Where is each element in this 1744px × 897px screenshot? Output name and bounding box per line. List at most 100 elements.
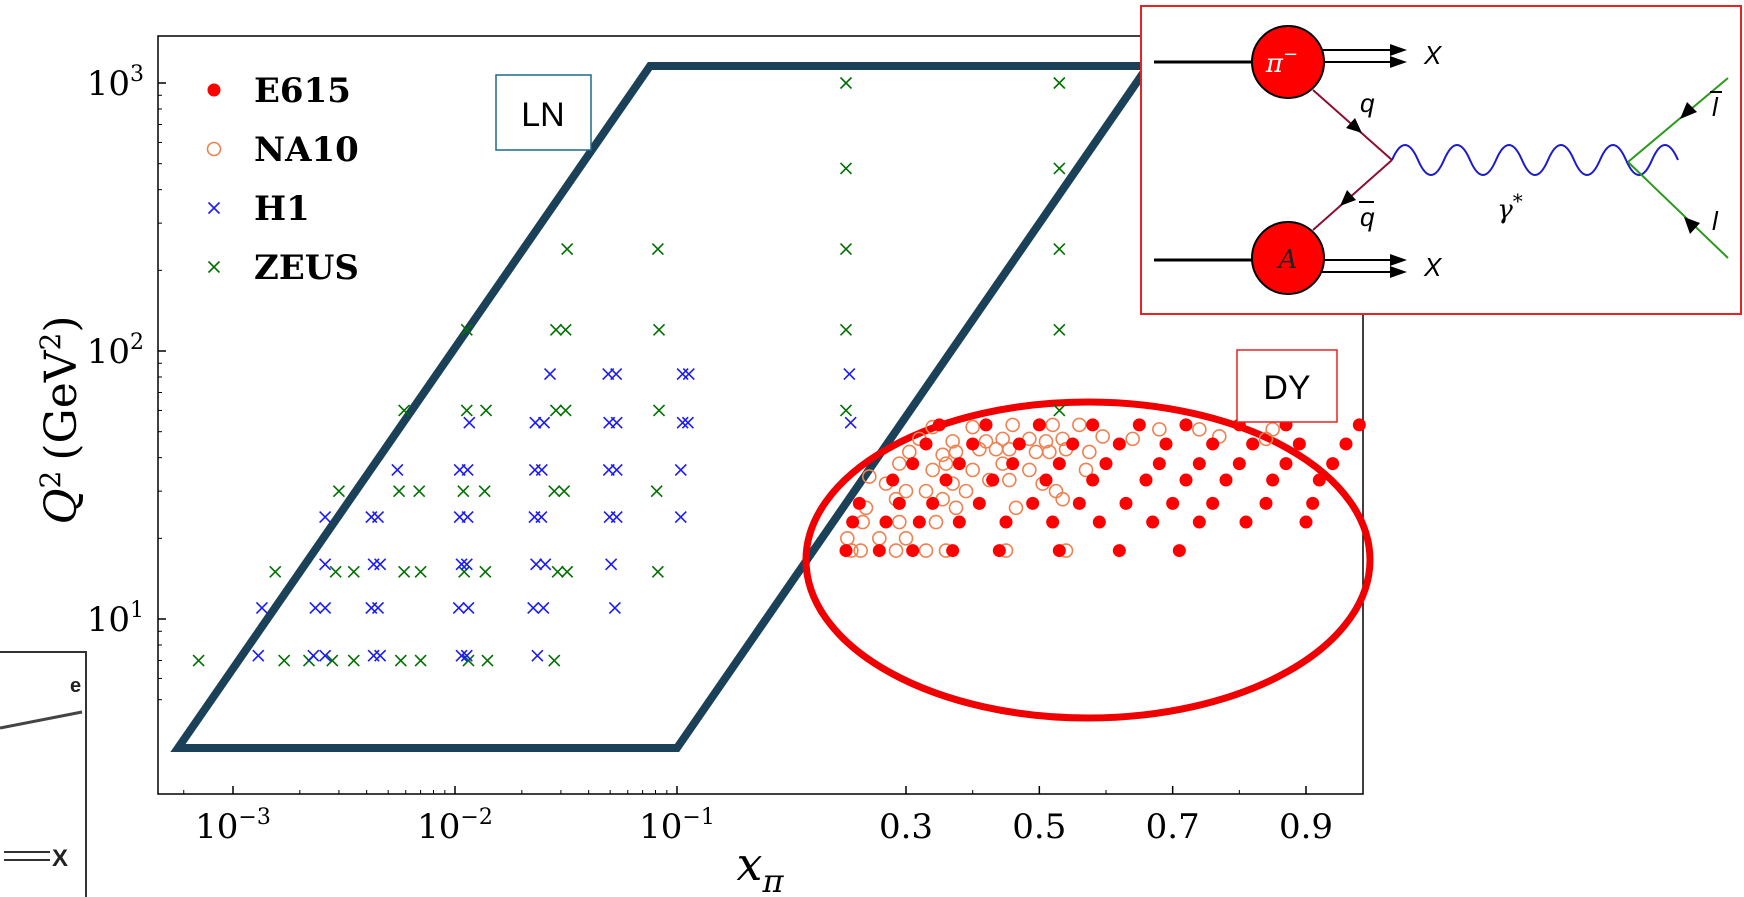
data-point-h1 [539,558,552,571]
data-point-e615 [992,544,1006,558]
data-point-zeus [192,654,205,667]
data-point-zeus [481,654,494,667]
data-point-e615 [1052,457,1066,471]
data-point-e615 [932,418,946,432]
data-point-e615 [892,496,906,510]
data-point-e615 [1146,515,1160,529]
data-point-e615 [999,515,1013,529]
data-point-e615 [939,473,953,487]
data-point-h1 [252,649,265,662]
ln-label-box: LN [495,74,592,151]
data-point-na10 [928,514,944,530]
x-top-label: X [1423,40,1443,70]
dy-label: DY [1263,369,1310,407]
photon-label-sup: * [1513,189,1523,213]
data-point-h1 [530,558,543,571]
data-point-na10 [945,434,960,449]
antilepton-label: l [1712,92,1719,122]
data-point-e615 [979,418,993,432]
data-point-zeus [561,565,574,578]
x-tick-label: 10−1 [639,805,715,847]
data-point-na10 [872,531,887,546]
data-point-na10 [1125,431,1140,447]
data-point-zeus [558,485,571,498]
data-point-e615 [1119,496,1133,510]
data-point-zeus [457,485,470,498]
axis-ticks [158,82,1307,794]
data-point-e615 [1092,515,1106,529]
data-point-zeus [478,485,491,498]
data-point-e615 [906,457,920,471]
data-point-zeus [332,485,345,498]
data-point-h1 [461,511,474,524]
x-axis-title-sub: π [761,862,784,897]
data-point-na10 [902,444,917,460]
data-point-zeus [394,654,407,667]
data-point-na10 [918,543,934,558]
legend-marker-h1 [207,201,221,215]
data-point-h1 [460,649,473,662]
nucleus-label: A [1277,245,1298,275]
data-point-zeus [651,243,664,256]
data-point-na10 [862,469,877,484]
lepton-label: l [1712,206,1719,236]
photon-label: γ* [1497,189,1523,225]
data-point-e615 [1132,418,1146,432]
y-tick-labels: 101 102 103 [87,62,144,640]
data-point-e615 [972,496,986,510]
data-point-na10 [958,483,974,499]
data-point-e615 [1339,437,1353,451]
data-point-zeus [479,565,492,578]
data-point-e615 [886,473,900,487]
data-point-e615 [1099,457,1113,471]
data-point-zeus [398,404,411,417]
y-axis-title-unit-open: (GeV [36,349,87,460]
data-point-zeus [839,323,853,336]
data-point-e615 [852,496,866,510]
data-point-h1 [371,511,385,524]
x-tick-label: 0.9 [1279,807,1333,847]
left-fragment-e-label: e [70,675,81,697]
data-point-e615 [1266,473,1280,487]
data-point-zeus [839,76,853,90]
data-point-h1 [535,511,548,524]
y-tick-label: 103 [87,62,144,104]
photon-line [1391,144,1679,176]
pion-label: π− [1265,44,1298,79]
x-tick-labels: 10−3 10−2 10−1 0.3 0.5 0.7 0.9 [195,805,1333,847]
data-point-e615 [1172,544,1186,558]
data-point-zeus [651,565,664,578]
data-point-zeus [559,323,572,336]
pion-blob [1251,25,1325,99]
data-point-e615 [1112,544,1126,558]
data-point-zeus [398,565,411,578]
y-axis-title-unit: (GeV2) [34,315,87,460]
y-tick-label: 101 [87,598,144,640]
x-tick-label: 0.3 [879,807,933,847]
legend: E615 NA10 H1 ZEUS [206,71,359,288]
data-point-h1 [367,558,380,571]
data-point-h1 [676,368,689,381]
data-point-e615 [1179,473,1193,487]
data-point-zeus [326,654,339,667]
data-point-h1 [682,368,695,381]
data-point-e615 [966,437,980,451]
data-point-na10 [1042,444,1057,460]
data-point-e615 [872,544,886,558]
data-point-na10 [995,431,1010,447]
data-point-h1 [610,416,623,429]
data-point-h1 [461,463,474,476]
data-point-e615 [1112,437,1126,451]
data-point-e615 [1352,418,1366,432]
data-point-h1 [371,601,385,614]
data-point-na10 [918,483,934,499]
data-point-zeus [460,323,473,336]
data-point-zeus [561,243,574,256]
data-point-e615 [1179,418,1193,432]
data-point-na10 [965,419,980,435]
ln-label: LN [521,96,564,134]
antiquark-label: q [1360,202,1375,232]
data-point-zeus [551,565,564,578]
data-point-zeus [652,404,666,417]
data-point-h1 [537,601,550,614]
